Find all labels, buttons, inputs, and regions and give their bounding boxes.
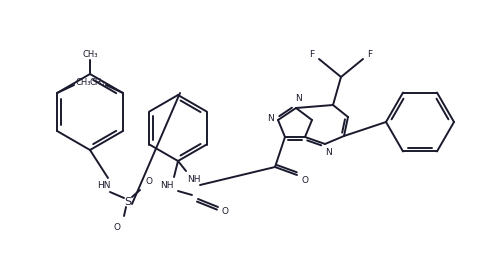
- Text: NH: NH: [160, 181, 174, 190]
- Text: N: N: [295, 94, 301, 102]
- Text: O: O: [302, 176, 309, 185]
- Text: CH₃: CH₃: [76, 78, 91, 87]
- Text: HN: HN: [97, 181, 111, 190]
- Text: O: O: [222, 207, 229, 216]
- Text: O: O: [113, 223, 120, 232]
- Text: N: N: [266, 113, 273, 123]
- Text: S: S: [124, 197, 132, 207]
- Text: O: O: [146, 176, 153, 186]
- Text: CH₃: CH₃: [89, 78, 105, 87]
- Text: CH₃: CH₃: [82, 50, 98, 59]
- Text: N: N: [326, 148, 332, 157]
- Text: F: F: [367, 50, 373, 59]
- Text: F: F: [310, 50, 315, 59]
- Text: NH: NH: [187, 174, 201, 183]
